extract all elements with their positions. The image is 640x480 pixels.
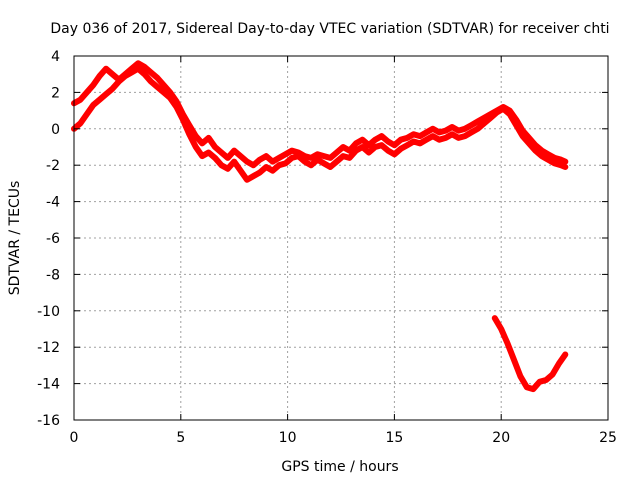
y-tick-label: -6 bbox=[46, 231, 60, 247]
chart-title: Day 036 of 2017, Sidereal Day-to-day VTE… bbox=[50, 21, 609, 37]
y-tick-label: -10 bbox=[37, 304, 60, 320]
x-tick-label: 25 bbox=[599, 430, 617, 446]
x-tick-label: 20 bbox=[492, 430, 510, 446]
series-track-a bbox=[71, 65, 569, 183]
x-axis-title: GPS time / hours bbox=[281, 459, 398, 475]
series-layer bbox=[71, 60, 569, 393]
series-track-c bbox=[491, 315, 569, 393]
y-tick-label: -12 bbox=[37, 340, 60, 356]
y-tick-label: -14 bbox=[37, 377, 60, 393]
x-tick-label: 10 bbox=[279, 430, 297, 446]
x-tick-label: 15 bbox=[385, 430, 403, 446]
series-track-b bbox=[71, 60, 569, 169]
y-tick-label: -2 bbox=[46, 158, 60, 174]
grid-layer bbox=[74, 56, 608, 420]
y-tick-label: -8 bbox=[46, 267, 60, 283]
x-tick-label: 5 bbox=[176, 430, 185, 446]
y-tick-label: 0 bbox=[51, 122, 60, 138]
y-tick-label: 2 bbox=[51, 85, 60, 101]
y-axis-title: SDTVAR / TECUs bbox=[7, 181, 23, 296]
plot-frame bbox=[73, 55, 609, 421]
y-tick-label: 4 bbox=[51, 49, 60, 65]
axis-layer: 0 5 10 15 20 25 -16 -14 -12 -10 -8 -6 -4 -2 0 2 4 bbox=[37, 49, 617, 446]
y-tick-label: -4 bbox=[46, 195, 60, 211]
x-tick-label: 0 bbox=[70, 430, 79, 446]
y-tick-label: -16 bbox=[37, 413, 60, 429]
